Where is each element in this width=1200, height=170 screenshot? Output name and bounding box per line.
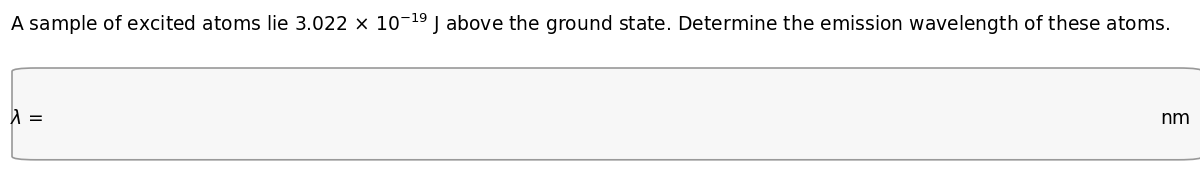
Text: $\lambda$ =: $\lambda$ = xyxy=(10,109,43,129)
FancyBboxPatch shape xyxy=(12,68,1200,160)
Text: A sample of excited atoms lie 3.022 $\times$ 10$^{-19}$ J above the ground state: A sample of excited atoms lie 3.022 $\ti… xyxy=(10,12,1170,37)
Text: nm: nm xyxy=(1160,109,1190,129)
